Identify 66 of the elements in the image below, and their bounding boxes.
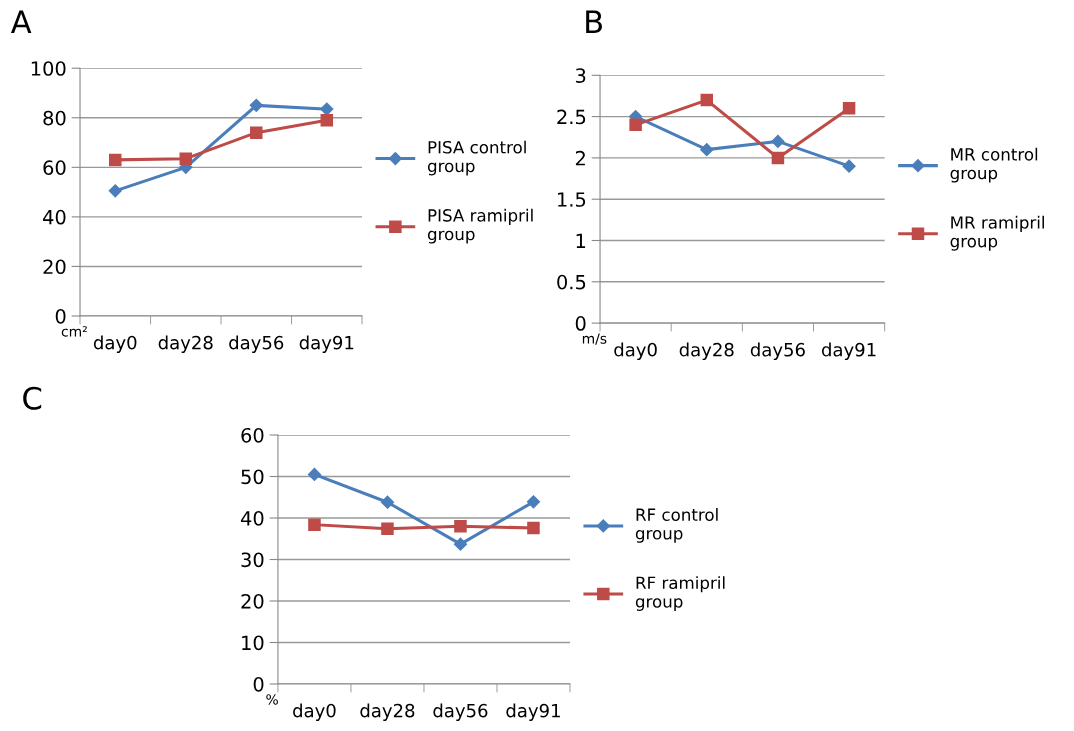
point (380, 495, 395, 509)
y-tick-label: 20 (43, 259, 66, 275)
y-tick-label: 60 (241, 427, 264, 443)
point (700, 143, 714, 157)
point (771, 134, 785, 148)
x-tick-label: day91 (299, 335, 354, 353)
y-tick-label: 50 (241, 469, 264, 485)
y-tick-label: 0 (575, 316, 586, 331)
point (307, 467, 322, 482)
point (109, 153, 122, 167)
x-tick-label: day91 (506, 703, 560, 721)
y-tick-label: 80 (43, 110, 66, 126)
point (108, 184, 122, 198)
point (250, 126, 263, 139)
y-tick-label: 20 (241, 593, 264, 609)
legend-label: PISA control group (427, 140, 526, 176)
x-tick-label: day56 (750, 342, 805, 361)
point (320, 102, 334, 116)
x-tick-label: day0 (93, 335, 137, 353)
x-tick-label: day0 (614, 342, 657, 361)
y-axis-title: m/s (582, 333, 607, 345)
y-tick-label: 100 (31, 61, 66, 76)
legend-label: PISA ramipril group (427, 208, 533, 244)
y-tick-label: 2 (575, 150, 585, 166)
x-tick-label: day56 (433, 703, 488, 721)
point (381, 522, 394, 536)
point (526, 495, 541, 509)
x-tick-label: day28 (360, 703, 415, 721)
point (771, 151, 785, 165)
point (249, 98, 263, 112)
x-tick-label: day56 (229, 335, 284, 353)
y-axis-title: cm² (61, 326, 87, 337)
x-tick-label: day91 (821, 342, 876, 361)
y-axis-title: % (266, 694, 278, 705)
point (842, 102, 856, 115)
x-tick-label: day28 (679, 342, 734, 361)
y-tick-label: 60 (43, 160, 66, 175)
point (179, 152, 193, 165)
legend-label: RF control group (635, 508, 718, 543)
legend-label: MR ramipril group (950, 215, 1044, 251)
y-tick-label: 1 (576, 233, 586, 248)
x-tick-label: day28 (158, 335, 213, 353)
y-tick-label: 1.5 (558, 192, 586, 207)
legend-label: MR control group (950, 147, 1038, 183)
point (308, 518, 321, 531)
y-tick-label: 40 (43, 209, 66, 225)
point (453, 537, 468, 551)
point (454, 520, 467, 533)
y-tick-label: 0 (253, 676, 264, 692)
y-tick-label: 0 (55, 308, 66, 324)
text: A (10, 10, 32, 33)
text: B (586, 10, 602, 33)
point (320, 113, 334, 127)
y-tick-label: 0.5 (557, 274, 586, 290)
point (629, 118, 642, 132)
point (527, 521, 540, 535)
x-tick-label: day0 (293, 703, 336, 721)
y-tick-label: 3 (575, 68, 586, 83)
point (842, 159, 856, 173)
legend-label: RF ramipril group (635, 576, 725, 611)
y-tick-label: 40 (240, 510, 264, 526)
point (700, 93, 714, 107)
y-tick-label: 10 (242, 635, 264, 651)
y-tick-label: 30 (241, 552, 264, 568)
text: C (23, 386, 42, 410)
y-tick-label: 2.5 (557, 109, 586, 125)
